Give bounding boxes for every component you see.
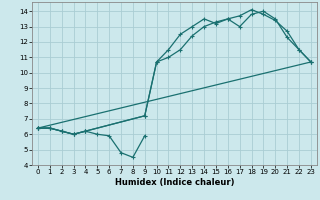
X-axis label: Humidex (Indice chaleur): Humidex (Indice chaleur) — [115, 178, 234, 187]
